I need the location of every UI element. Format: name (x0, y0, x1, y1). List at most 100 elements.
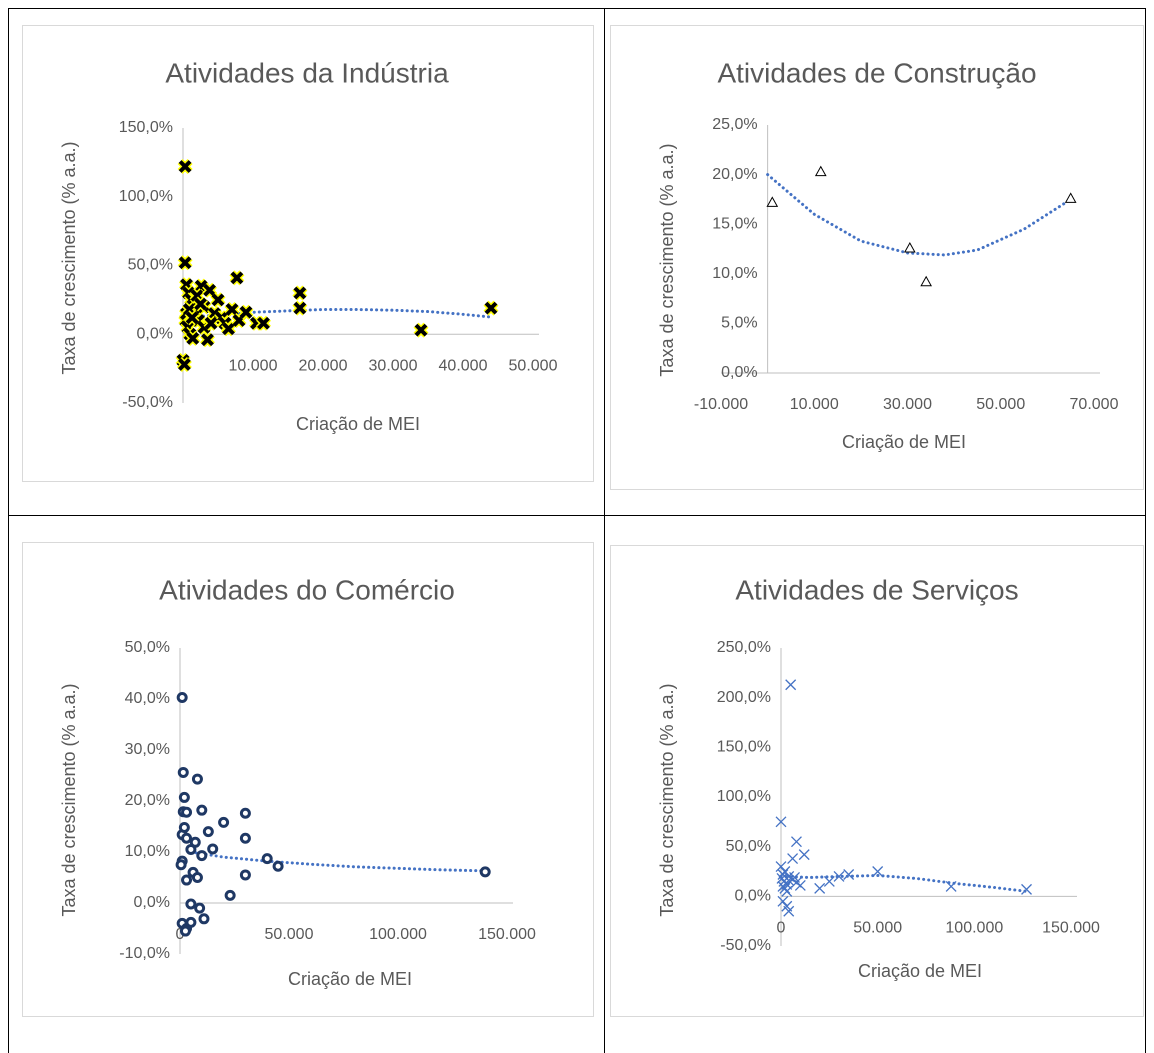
scatter-point (218, 816, 230, 828)
chart-frame (22, 542, 594, 1017)
y-tick-label: 0,0% (735, 888, 771, 905)
y-tick-label: 0,0% (134, 894, 170, 911)
scatter-point (292, 285, 308, 301)
scatter-point (181, 874, 193, 886)
y-tick-label: 20,0% (125, 792, 170, 809)
scatter-point (483, 300, 499, 316)
trendline (181, 308, 493, 320)
scatter-point (823, 875, 835, 887)
scatter-point (479, 866, 491, 878)
scatter-point (181, 806, 193, 818)
y-tick-label: -50,0% (720, 937, 771, 954)
scatter-point (175, 859, 187, 871)
x-tick-label: 50.000 (509, 357, 558, 374)
scatter-point (210, 292, 226, 308)
y-tick-label: 30,0% (125, 741, 170, 758)
x-tick-label: 70.000 (1070, 396, 1119, 413)
scatter-point (903, 241, 916, 253)
trendline (766, 173, 1073, 257)
x-tick-label: 20.000 (299, 357, 348, 374)
scatter-point (178, 822, 190, 834)
scatter-point (814, 882, 826, 894)
scatter-point (777, 895, 789, 907)
x-tick-label: 10.000 (229, 357, 278, 374)
y-tick-label: 10,0% (712, 265, 757, 282)
scatter-point (785, 679, 797, 691)
scatter-point (178, 791, 190, 803)
scatter-point (229, 270, 245, 286)
scatter-point (779, 882, 791, 894)
scatter-point (185, 898, 197, 910)
scatter-point (185, 330, 201, 346)
y-tick-label: 150,0% (119, 119, 173, 136)
y-tick-label: 200,0% (717, 689, 771, 706)
scatter-point (176, 691, 188, 703)
scatter-point (184, 310, 200, 326)
x-tick-label: 10.000 (790, 396, 839, 413)
y-axis-title: Taxa de crescimento (% a.a.) (657, 683, 677, 916)
scatter-point (239, 807, 251, 819)
x-axis-title: Criação de MEI (842, 432, 966, 452)
chart-title: Atividades de Construção (717, 57, 1036, 88)
scatter-point (843, 869, 855, 880)
scatter-point (224, 889, 236, 901)
scatter-point (198, 913, 210, 925)
chart-title: Atividades de Serviços (735, 574, 1018, 605)
x-tick-label: 150.000 (1042, 920, 1100, 937)
scatter-point (787, 853, 799, 865)
scatter-point (783, 905, 795, 917)
scatter-point (191, 773, 203, 785)
scatter-point (185, 843, 197, 855)
scatter-point (272, 860, 284, 872)
y-tick-label: 50,0% (128, 257, 173, 274)
scatter-point (202, 282, 218, 298)
x-tick-label: 100.000 (369, 926, 427, 943)
scatter-point (185, 916, 197, 928)
y-tick-label: 25,0% (712, 116, 757, 133)
scatter-point (196, 850, 208, 862)
trendline (189, 850, 487, 873)
scatter-point (413, 322, 429, 338)
y-tick-label: 0,0% (137, 325, 173, 342)
scatter-point (200, 332, 215, 348)
x-axis-title: Criação de MEI (288, 969, 412, 989)
scatter-point (196, 804, 208, 816)
x-tick-label: 30.000 (369, 357, 418, 374)
chart-frame (22, 25, 594, 482)
y-tick-label: 250,0% (717, 639, 771, 656)
x-tick-label: 40.000 (439, 357, 488, 374)
scatter-point (207, 843, 219, 855)
x-tick-label: 50.000 (265, 926, 314, 943)
x-tick-label: 0 (777, 920, 786, 937)
scatter-point (177, 766, 189, 778)
scatter-point (791, 836, 802, 848)
scatter-point (239, 832, 251, 844)
x-tick-label: 30.000 (883, 396, 932, 413)
y-tick-label: 20,0% (712, 166, 757, 183)
x-tick-label: 100.000 (945, 920, 1003, 937)
y-axis-title: Taxa de crescimento (% a.a.) (657, 143, 677, 376)
scatter-point (179, 925, 191, 937)
x-tick-label: 50.000 (976, 396, 1025, 413)
y-axis-title: Taxa de crescimento (% a.a.) (59, 683, 79, 916)
y-tick-label: 15,0% (712, 215, 757, 232)
scatter-point (789, 872, 800, 883)
x-tick-label: -10.000 (694, 396, 748, 413)
x-tick-label: 0 (176, 926, 185, 943)
scatter-point (177, 159, 193, 174)
x-axis-title: Criação de MEI (296, 414, 420, 434)
y-tick-label: 50,0% (726, 838, 771, 855)
chart-frame (610, 25, 1144, 490)
scatter-point (292, 300, 308, 316)
scatter-point (775, 816, 787, 828)
table-border (8, 8, 1146, 1053)
x-axis-title: Criação de MEI (858, 961, 982, 981)
y-tick-label: 40,0% (125, 690, 170, 707)
y-tick-label: 50,0% (125, 639, 170, 656)
y-tick-label: -10,0% (119, 945, 170, 962)
scatter-point (920, 275, 932, 287)
chart-title: Atividades do Comércio (159, 574, 455, 605)
scatter-point (261, 853, 273, 865)
scatter-point (256, 315, 271, 331)
scatter-point (872, 866, 884, 877)
